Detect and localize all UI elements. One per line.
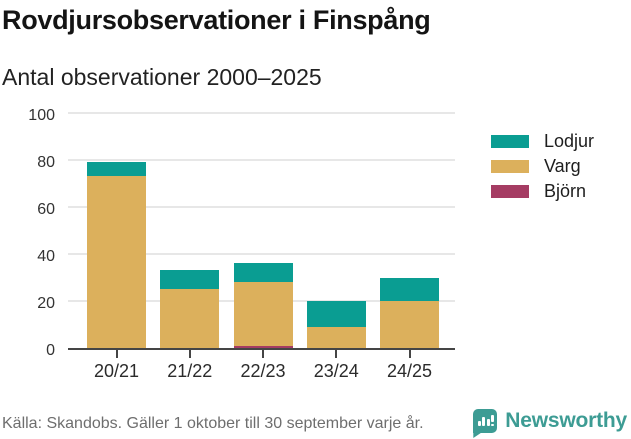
y-axis-label: 100 xyxy=(28,107,55,124)
legend-swatch xyxy=(491,160,529,173)
legend-label: Björn xyxy=(544,181,587,201)
y-axis-label: 0 xyxy=(46,342,55,359)
logo-bar-icon xyxy=(482,417,486,426)
x-axis-label: 20/21 xyxy=(93,361,140,381)
chart-subtitle: Antal observationer 2000–2025 xyxy=(2,64,322,90)
bar-21-22: 21/22 xyxy=(160,270,220,381)
bar-segment-lodjur xyxy=(380,277,439,301)
logo-exclamation-dot-icon xyxy=(491,423,495,426)
legend-item-björn: Björn xyxy=(491,181,594,202)
y-axis: 0 20 40 60 80 100 xyxy=(0,107,56,359)
brand: Newsworthy xyxy=(473,409,627,438)
gridline-60 xyxy=(68,206,455,208)
bar-segment-lodjur xyxy=(160,270,220,290)
y-axis-label: 60 xyxy=(37,201,55,218)
bar-segment-varg xyxy=(87,176,146,348)
legend-label: Varg xyxy=(544,156,581,176)
legend-item-varg: Varg xyxy=(491,156,594,177)
x-tick xyxy=(115,350,118,358)
gridline-100 xyxy=(68,112,455,114)
gridline-80 xyxy=(68,159,455,161)
bar-segment-varg xyxy=(233,282,293,346)
y-axis-label: 40 xyxy=(37,248,55,265)
x-tick xyxy=(335,350,338,358)
logo-bar-icon xyxy=(486,419,490,426)
bar-segment-varg xyxy=(160,289,220,348)
bar-segment-varg xyxy=(306,326,366,348)
y-axis-label: 80 xyxy=(37,154,55,171)
gridline-40 xyxy=(68,253,455,255)
logo-tail xyxy=(473,432,483,438)
x-axis-label: 23/24 xyxy=(313,361,359,381)
legend: Lodjur Varg Björn xyxy=(491,131,594,206)
bar-segment-lodjur xyxy=(87,162,146,177)
logo-bar-icon xyxy=(477,421,481,426)
y-axis-label: 20 xyxy=(37,295,55,312)
source-note: Källa: Skandobs. Gäller 1 oktober till 3… xyxy=(2,415,424,432)
x-tick xyxy=(408,350,411,358)
x-axis-line xyxy=(68,347,455,350)
bar-segment-lodjur xyxy=(306,301,366,327)
bar-segment-lodjur xyxy=(233,263,293,283)
plot-area: 20/21 21/22 22/23 23/24 24/25 xyxy=(68,112,455,381)
bar-segment-varg xyxy=(380,301,439,348)
x-tick xyxy=(262,350,264,358)
bar-23-24: 23/24 xyxy=(306,301,366,381)
bar-22-23: 22/23 xyxy=(233,263,293,381)
bar-20-21: 20/21 xyxy=(87,162,146,381)
bars: 20/21 21/22 22/23 23/24 24/25 xyxy=(68,113,455,381)
brand-name: Newsworthy xyxy=(505,409,627,432)
newsworthy-logo-icon xyxy=(473,409,498,438)
legend-swatch xyxy=(491,185,529,198)
legend-label: Lodjur xyxy=(544,131,595,151)
logo-exclamation-icon xyxy=(491,415,495,422)
legend-item-lodjur: Lodjur xyxy=(491,131,594,152)
chart-title: Rovdjursobservationer i Finspång xyxy=(2,5,431,35)
x-axis-label: 21/22 xyxy=(167,361,213,381)
x-axis-label: 24/25 xyxy=(386,361,433,381)
bar-segment-björn xyxy=(233,345,293,348)
x-axis-label: 22/23 xyxy=(240,361,286,381)
legend-swatch xyxy=(491,135,529,148)
bar-24-25: 24/25 xyxy=(380,277,439,381)
x-tick xyxy=(188,350,191,358)
